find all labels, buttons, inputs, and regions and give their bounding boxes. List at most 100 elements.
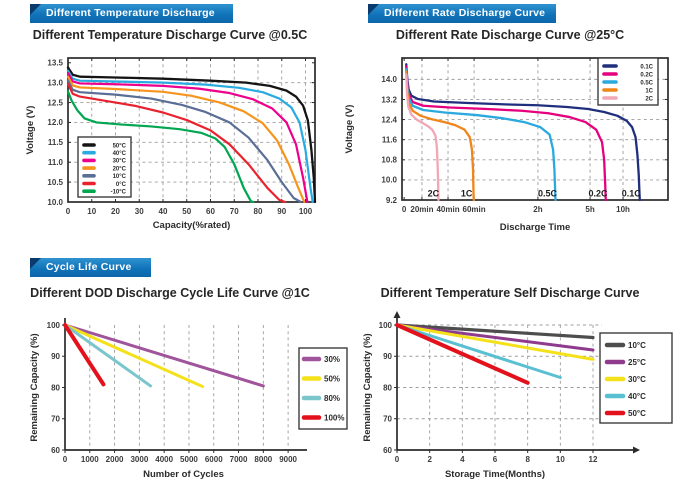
svg-text:2h: 2h <box>533 205 542 214</box>
svg-text:12.5: 12.5 <box>47 98 63 107</box>
svg-text:3000: 3000 <box>130 455 148 464</box>
svg-text:13.2: 13.2 <box>381 95 397 104</box>
svg-text:-10°C: -10°C <box>111 189 127 195</box>
svg-text:10.0: 10.0 <box>47 198 63 207</box>
svg-text:90: 90 <box>277 207 286 216</box>
banner-label: Cycle Life Curve <box>46 261 132 273</box>
svg-text:60min: 60min <box>463 205 486 214</box>
svg-text:4000: 4000 <box>155 455 173 464</box>
banner-label: Different Temperature Discharge Curve <box>46 7 215 38</box>
banner-cycle-life-curve: Cycle Life Curve <box>30 258 151 277</box>
svg-text:40min: 40min <box>436 205 459 214</box>
svg-text:6: 6 <box>493 455 498 464</box>
svg-text:12.0: 12.0 <box>47 118 63 127</box>
svg-text:100%: 100% <box>324 414 344 423</box>
banner-label: Different Rate Discharge Curve <box>384 7 546 19</box>
svg-text:11.6: 11.6 <box>382 135 398 144</box>
svg-text:12.4: 12.4 <box>381 115 397 124</box>
svg-text:0: 0 <box>66 207 71 216</box>
dod-cycle-life-chart: 0 1000 2000 3000 4000 5000 6000 7000 8000 9000 60 7… <box>29 318 348 480</box>
banner-different-rate-discharge-curve: Different Rate Discharge Curve <box>368 4 556 23</box>
svg-text:90: 90 <box>51 352 60 361</box>
svg-text:50°C: 50°C <box>628 409 646 418</box>
svg-text:50%: 50% <box>324 375 340 384</box>
title-dod-cycle-life-chart: Different DOD Discharge Cycle Life Curve… <box>30 286 310 300</box>
svg-text:Voltage (V): Voltage (V) <box>25 106 36 155</box>
svg-text:10°C: 10°C <box>628 341 646 350</box>
svg-text:70: 70 <box>230 207 239 216</box>
svg-text:40°C: 40°C <box>628 392 646 401</box>
svg-text:90: 90 <box>383 352 392 361</box>
svg-text:80: 80 <box>254 207 263 216</box>
svg-text:8000: 8000 <box>254 455 272 464</box>
svg-text:80: 80 <box>383 383 392 392</box>
svg-text:50°C: 50°C <box>113 143 127 149</box>
svg-text:11.0: 11.0 <box>48 158 64 167</box>
svg-text:30: 30 <box>135 207 144 216</box>
svg-text:13.5: 13.5 <box>47 59 63 68</box>
svg-text:10: 10 <box>87 207 96 216</box>
svg-text:70: 70 <box>51 415 60 424</box>
svg-text:0.2C: 0.2C <box>589 189 609 199</box>
svg-text:9.2: 9.2 <box>386 196 398 205</box>
svg-text:0.5C: 0.5C <box>640 80 653 86</box>
svg-text:4: 4 <box>460 455 465 464</box>
svg-text:60: 60 <box>206 207 215 216</box>
svg-text:10: 10 <box>556 455 565 464</box>
svg-text:0.1C: 0.1C <box>622 189 642 199</box>
svg-text:50: 50 <box>182 207 191 216</box>
svg-text:10.5: 10.5 <box>47 178 63 187</box>
svg-text:0.2C: 0.2C <box>640 72 653 78</box>
self-discharge-chart: 0 2 4 6 8 10 12 60 70 80 90 100 Storage Time(Months)… <box>362 311 673 480</box>
svg-text:9000: 9000 <box>279 455 297 464</box>
svg-text:100: 100 <box>47 321 61 330</box>
svg-text:10h: 10h <box>616 205 630 214</box>
svg-text:10°C: 10°C <box>113 174 127 180</box>
svg-text:0: 0 <box>395 455 400 464</box>
svg-text:Storage Time(Months): Storage Time(Months) <box>445 469 545 480</box>
svg-text:1C: 1C <box>645 88 653 94</box>
title-self-discharge-chart: Different Temperature Self Discharge Cur… <box>380 286 640 300</box>
svg-text:6000: 6000 <box>205 455 223 464</box>
svg-text:30°C: 30°C <box>628 375 646 384</box>
svg-text:20°C: 20°C <box>113 166 127 172</box>
title-rate-discharge-chart: Different Rate Discharge Curve @25°C <box>395 28 625 42</box>
svg-text:20: 20 <box>111 207 120 216</box>
svg-text:100: 100 <box>299 207 313 216</box>
svg-text:2000: 2000 <box>106 455 124 464</box>
svg-text:40°C: 40°C <box>113 151 127 157</box>
svg-text:14.0: 14.0 <box>381 75 397 84</box>
svg-text:20min: 20min <box>410 205 433 214</box>
svg-text:Remaining Capacity (%): Remaining Capacity (%) <box>362 333 373 441</box>
svg-text:0°C: 0°C <box>116 182 127 188</box>
svg-text:25°C: 25°C <box>628 358 646 367</box>
svg-text:70: 70 <box>383 415 392 424</box>
svg-text:0.1C: 0.1C <box>640 64 653 70</box>
svg-text:5000: 5000 <box>180 455 198 464</box>
svg-text:11.5: 11.5 <box>48 138 64 147</box>
svg-text:100: 100 <box>379 321 393 330</box>
svg-text:60: 60 <box>51 446 60 455</box>
svg-text:2: 2 <box>427 455 432 464</box>
svg-text:13.0: 13.0 <box>47 78 63 87</box>
svg-text:80: 80 <box>51 383 60 392</box>
rate-discharge-chart: 0 20min 40min 60min 2h 5h 10h 9.2 10.0 10.8 11.6 12… <box>344 57 669 233</box>
svg-text:30%: 30% <box>324 355 340 364</box>
title-temperature-discharge-chart: Different Temperature Discharge Curve @0… <box>32 28 308 42</box>
svg-text:8: 8 <box>525 455 530 464</box>
svg-text:1000: 1000 <box>81 455 99 464</box>
svg-text:12: 12 <box>589 455 598 464</box>
svg-text:1C: 1C <box>461 189 473 199</box>
svg-text:2C: 2C <box>428 189 440 199</box>
svg-text:10.8: 10.8 <box>381 156 397 165</box>
svg-text:Discharge Time: Discharge Time <box>500 222 571 233</box>
svg-text:0: 0 <box>63 455 68 464</box>
svg-text:40: 40 <box>159 207 168 216</box>
svg-text:Number of Cycles: Number of Cycles <box>143 469 224 480</box>
svg-text:60: 60 <box>383 446 392 455</box>
banner-different-temperature-discharge-curve: Different Temperature Discharge Curve <box>30 4 233 38</box>
svg-text:10.0: 10.0 <box>381 176 397 185</box>
svg-text:Remaining Capacity (%): Remaining Capacity (%) <box>29 333 40 441</box>
temperature-discharge-chart: 0 10 20 30 40 50 60 70 80 90 100 10.0 10.5 11.0 11.5 12… <box>25 57 317 231</box>
